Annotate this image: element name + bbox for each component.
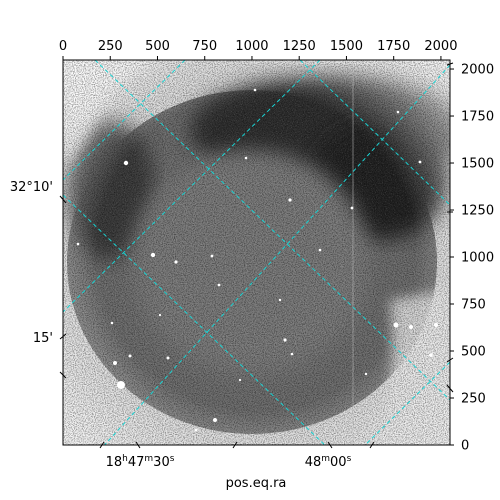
top-tick-label: 1250 [283,39,316,54]
top-tick-label: 500 [145,39,170,54]
x-axis-title: pos.eq.ra [226,476,287,491]
bottom-wcs-ticks [99,441,375,449]
top-tick-label: 1500 [330,39,363,54]
top-tick-label: 1750 [377,39,410,54]
top-tick-label: 2000 [424,39,457,54]
plot-frame [62,59,451,446]
top-tick-label: 750 [192,39,217,54]
right-tick-label: 750 [461,298,486,313]
right-pixel-axis: 0 250 500 750 1000 1250 1500 1750 2000 [450,63,494,454]
right-tick-label: 1500 [461,157,494,172]
ra-label-2: 48m00s [305,454,352,470]
top-pixel-axis: 0 250 500 750 1000 1250 1500 1750 2000 [59,39,457,60]
ra-label-1: 18h47m30s [106,454,175,470]
top-tick-label: 0 [59,39,67,54]
right-tick-label: 2000 [461,63,494,78]
left-wcs-ticks [59,195,67,379]
right-tick-label: 0 [461,439,469,454]
dec-label-1: 32°10' [10,180,53,195]
wcs-grid [63,60,450,445]
sky-image [63,60,450,445]
right-tick-label: 250 [461,392,486,407]
right-tick-label: 1250 [461,204,494,219]
top-tick-label: 250 [98,39,123,54]
right-tick-label: 500 [461,345,486,360]
right-wcs-ticks [446,62,454,393]
dec-label-2: 15' [33,331,53,346]
right-tick-label: 1000 [461,251,494,266]
top-tick-label: 1000 [235,39,268,54]
right-tick-label: 1750 [461,110,494,125]
